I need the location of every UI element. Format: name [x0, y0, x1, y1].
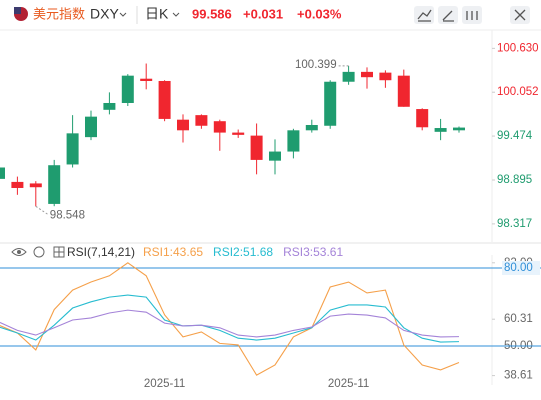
- low-leader: [35, 205, 49, 215]
- y-tick-label: 99.474: [497, 130, 533, 142]
- candle-body: [195, 115, 208, 126]
- y-tick-label: 38.61: [504, 370, 533, 382]
- y-tick-label: 60.31: [504, 313, 533, 325]
- candle-body: [29, 183, 42, 188]
- instrument-name: 美元指数: [33, 6, 85, 21]
- change: +0.031: [243, 6, 283, 21]
- candle-body: [361, 71, 373, 78]
- reference-label: 80.00: [504, 262, 533, 274]
- price: 99.586: [192, 6, 232, 21]
- legend-entry: RSI1:43.65: [143, 245, 203, 259]
- candle-body: [379, 72, 392, 81]
- y-tick-label: 98.895: [497, 174, 532, 186]
- candle-body: [453, 127, 465, 131]
- candle-body: [85, 116, 97, 138]
- period[interactable]: 日K: [145, 6, 169, 22]
- expand-icon-cross: [54, 247, 64, 257]
- candle-body: [342, 71, 355, 82]
- candle-body: [397, 75, 410, 107]
- y-tick-label: 100.052: [497, 86, 539, 98]
- candle-body: [269, 151, 281, 161]
- symbol[interactable]: DXY: [90, 6, 119, 22]
- x-tick-label: 2025-11: [328, 378, 369, 390]
- candle-body: [250, 135, 263, 160]
- candle-body: [177, 119, 189, 131]
- candle-body: [324, 81, 337, 126]
- candle-body: [66, 133, 79, 165]
- settings-icon[interactable]: [33, 246, 45, 258]
- low-label: 98.548: [50, 209, 85, 221]
- dropdown-arrow: [119, 12, 127, 17]
- toolbar: 美元指数 DXY 日K 99.586 +0.031 +0.03%: [0, 6, 541, 31]
- eye-icon[interactable]: [11, 248, 27, 256]
- candle-body: [121, 75, 134, 103]
- rsi-line: [0, 262, 460, 376]
- y-tick-label: 100.630: [497, 42, 539, 54]
- legend-entry: RSI2:51.68: [213, 245, 273, 259]
- reference-label-bg: [502, 261, 540, 275]
- candle-body: [434, 128, 447, 132]
- candle-body: [0, 167, 5, 179]
- draw-icon: [417, 9, 432, 22]
- indicator-header: RSI(7,14,21): [11, 245, 135, 259]
- legend-entry: RSI3:53.61: [283, 245, 343, 259]
- dropdown-arrow: [172, 12, 180, 17]
- fullscreen-icon: [514, 9, 526, 21]
- eye-pupil: [17, 250, 21, 254]
- draw-button[interactable]: [414, 6, 434, 24]
- candle-body: [416, 109, 429, 128]
- flag-canton: [14, 7, 21, 14]
- rsi-line: [0, 309, 460, 338]
- x-tick-label: 2025-11: [144, 378, 185, 390]
- candle-body: [232, 132, 245, 135]
- candle-body: [103, 102, 116, 110]
- candle-body: [287, 130, 300, 152]
- y-tick-label: 98.317: [497, 218, 532, 230]
- candle-body: [305, 124, 318, 131]
- pen-icon: [442, 10, 454, 22]
- candle-body: [11, 181, 24, 188]
- compare-icon: [466, 11, 478, 20]
- candle-body: [140, 78, 153, 81]
- rsi-line: [0, 294, 460, 343]
- candle-body: [48, 165, 61, 204]
- high-label: 100.399: [295, 59, 337, 71]
- candle-body: [158, 80, 171, 119]
- change-percent: +0.03%: [297, 6, 342, 21]
- indicator-title: RSI(7,14,21): [67, 245, 135, 259]
- candle-body: [213, 121, 226, 133]
